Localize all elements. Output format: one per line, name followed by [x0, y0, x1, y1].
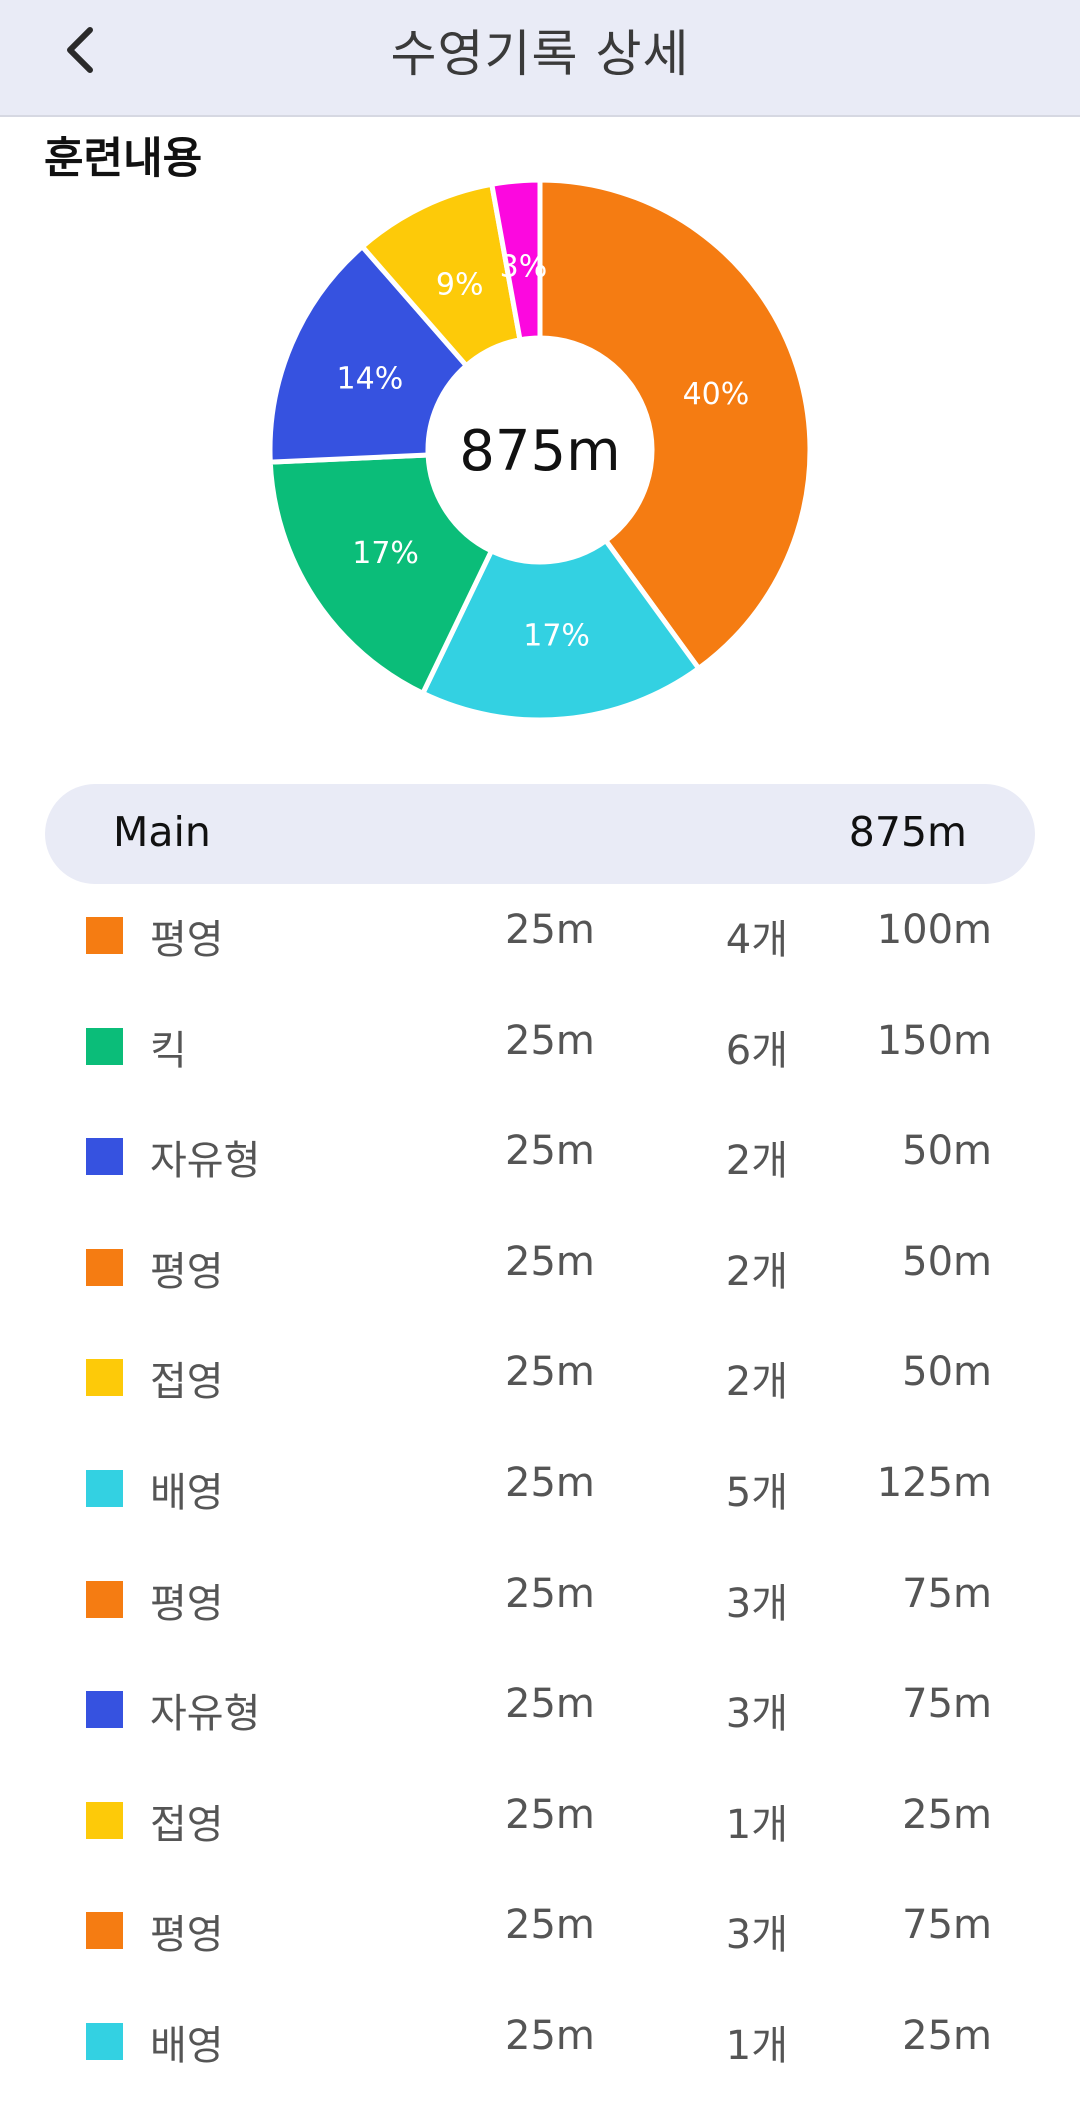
color-swatch: [86, 2022, 123, 2060]
set-length: 25m: [505, 1570, 595, 1617]
list-item: 평영 25m 2개 50m: [0, 1225, 1080, 1336]
list-item: 평영 25m 4개 100m: [0, 893, 1080, 1004]
slice-label: 17%: [352, 536, 419, 571]
stroke-name: 배영: [150, 2022, 224, 2069]
section-title: 훈련내용: [44, 134, 203, 184]
set-total: 50m: [902, 1128, 992, 1175]
set-length: 25m: [505, 1681, 595, 1728]
set-total: 75m: [902, 1902, 992, 1949]
list-item: 접영 25m 1개 25m: [0, 1778, 1080, 1889]
set-count: 6개: [725, 1027, 788, 1074]
set-total: 100m: [876, 907, 992, 953]
set-count: 1개: [725, 1801, 788, 1848]
set-total: 75m: [902, 1570, 992, 1617]
slice-label: 3%: [500, 250, 548, 285]
set-count: 3개: [725, 1580, 788, 1627]
stroke-name: 접영: [150, 1801, 224, 1848]
main-total-distance: 875m: [848, 808, 967, 856]
set-total: 125m: [876, 1459, 992, 1506]
set-length: 25m: [505, 1128, 595, 1175]
set-total: 50m: [902, 1238, 992, 1285]
set-length: 25m: [505, 1349, 595, 1396]
color-swatch: [86, 1027, 123, 1065]
donut-center-total: 875m: [459, 419, 620, 484]
color-swatch: [86, 1138, 123, 1176]
donut-slice: [267, 452, 495, 697]
set-count: 3개: [725, 1912, 788, 1959]
list-item: 킥 25m 6개 150m: [0, 1004, 1080, 1115]
set-count: 4개: [725, 917, 788, 963]
color-swatch: [86, 1912, 123, 1950]
set-length: 25m: [505, 1902, 595, 1949]
donut-slice: [488, 177, 543, 343]
donut-slice: [267, 243, 470, 465]
set-total: 150m: [876, 1017, 992, 1064]
color-swatch: [86, 917, 123, 954]
set-length: 25m: [505, 1017, 595, 1064]
list-item: 배영 25m 5개 125m: [0, 1446, 1080, 1557]
set-count: 2개: [725, 1248, 788, 1295]
set-length: 25m: [505, 907, 595, 953]
color-swatch: [86, 1801, 123, 1839]
main-label: Main: [113, 808, 211, 856]
app-header: 수영기록 상세: [0, 0, 1080, 117]
stroke-name: 자유형: [150, 1691, 261, 1738]
set-count: 5개: [725, 1469, 788, 1516]
stroke-name: 킥: [150, 1027, 187, 1074]
set-total: 25m: [902, 1791, 992, 1838]
training-list: 평영 25m 4개 100m 킥 25m 6개 150m 자유형 25m 2개 50m 평영 25m 2개 5…: [0, 893, 1080, 2110]
set-total: 25m: [902, 2012, 992, 2059]
back-button[interactable]: [48, 18, 112, 82]
list-item: 접영 25m 2개 50m: [0, 1335, 1080, 1446]
set-length: 25m: [505, 1459, 595, 1506]
list-item: 자유형 25m 3개 75m: [0, 1667, 1080, 1778]
set-count: 2개: [725, 1138, 788, 1185]
list-item: 평영 25m 3개 75m: [0, 1888, 1080, 1999]
color-swatch: [86, 1469, 123, 1507]
donut-slice: [537, 177, 813, 672]
stroke-name: 접영: [150, 1359, 224, 1406]
set-count: 3개: [725, 1691, 788, 1738]
stroke-name: 평영: [150, 917, 224, 963]
list-item: 배영 25m 1개 25m: [0, 1999, 1080, 2110]
color-swatch: [86, 1691, 123, 1729]
donut-slice: [419, 537, 703, 723]
set-count: 2개: [725, 1359, 788, 1406]
color-swatch: [86, 1248, 123, 1286]
slice-label: 9%: [436, 267, 484, 302]
list-item: 자유형 25m 2개 50m: [0, 1114, 1080, 1225]
set-count: 1개: [725, 2022, 788, 2069]
slice-label: 14%: [337, 361, 404, 396]
set-length: 25m: [505, 1238, 595, 1285]
color-swatch: [86, 1359, 123, 1397]
list-item: 평영 25m 3개 75m: [0, 1557, 1080, 1668]
page-title: 수영기록 상세: [390, 25, 690, 83]
set-length: 25m: [505, 1791, 595, 1838]
stroke-name: 자유형: [150, 1138, 261, 1185]
stroke-name: 평영: [150, 1580, 224, 1627]
slice-label: 40%: [683, 377, 750, 412]
chevron-left-icon: [67, 27, 93, 73]
donut-chart: 40% 17% 17% 14% 9% 3% 875m: [267, 177, 813, 723]
stroke-name: 평영: [150, 1248, 224, 1295]
set-length: 25m: [505, 2012, 595, 2059]
set-total: 75m: [902, 1681, 992, 1728]
slice-label: 17%: [523, 618, 590, 653]
color-swatch: [86, 1580, 123, 1618]
main-summary-bar: Main 875m: [45, 784, 1035, 884]
set-total: 50m: [902, 1349, 992, 1396]
stroke-name: 평영: [150, 1912, 224, 1959]
stroke-name: 배영: [150, 1469, 224, 1516]
